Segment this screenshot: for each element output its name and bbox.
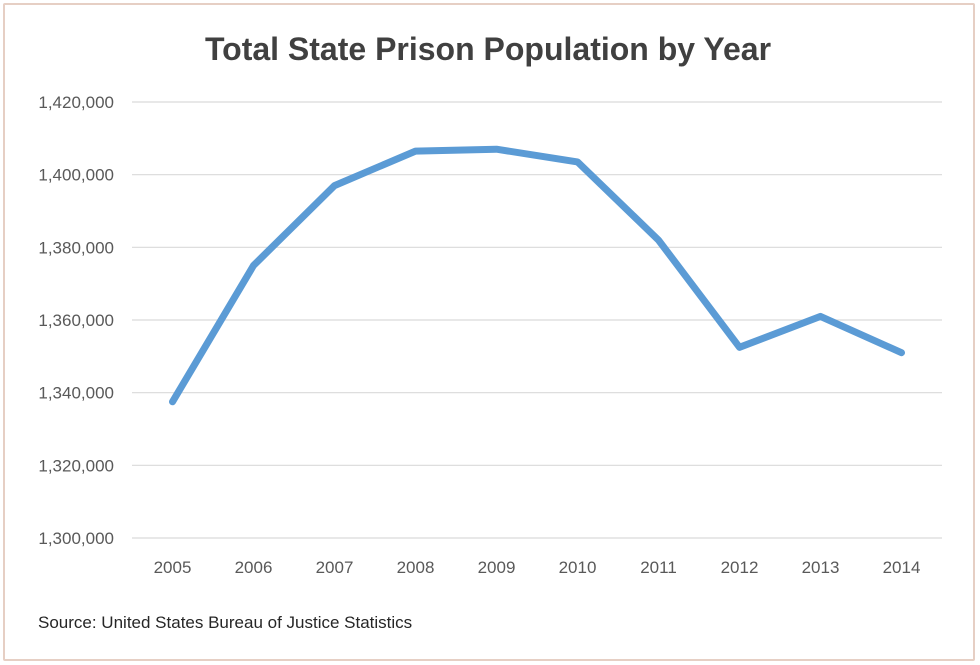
series-layer <box>169 145 905 406</box>
x-tick-label: 2005 <box>154 558 192 577</box>
x-tick-label: 2010 <box>559 558 597 577</box>
chart-frame <box>3 3 975 661</box>
series-line <box>169 145 905 406</box>
x-tick-label: 2011 <box>640 558 677 577</box>
x-axis-ticks: 2005 2006 2007 2008 2009 2010 2011 2012 2013 2014 <box>154 558 921 577</box>
x-tick-label: 2007 <box>316 558 354 577</box>
y-tick-label: 1,400,000 <box>38 166 114 185</box>
x-tick-label: 2006 <box>235 558 273 577</box>
x-tick-label: 2013 <box>802 558 840 577</box>
x-tick-label: 2014 <box>883 558 921 577</box>
source-note: Source: United States Bureau of Justice … <box>38 613 412 632</box>
x-tick-label: 2009 <box>478 558 516 577</box>
x-tick-label: 2012 <box>721 558 759 577</box>
y-tick-label: 1,340,000 <box>38 384 114 403</box>
y-tick-label: 1,300,000 <box>38 529 114 548</box>
y-tick-label: 1,420,000 <box>38 93 114 112</box>
y-tick-label: 1,380,000 <box>38 238 114 257</box>
x-tick-label: 2008 <box>397 558 435 577</box>
chart-title: Total State Prison Population by Year <box>205 31 771 67</box>
y-axis-ticks: 1,300,000 1,320,000 1,340,000 1,360,000 1,38… <box>38 93 114 548</box>
y-tick-label: 1,360,000 <box>38 311 114 330</box>
y-tick-label: 1,320,000 <box>38 456 114 475</box>
